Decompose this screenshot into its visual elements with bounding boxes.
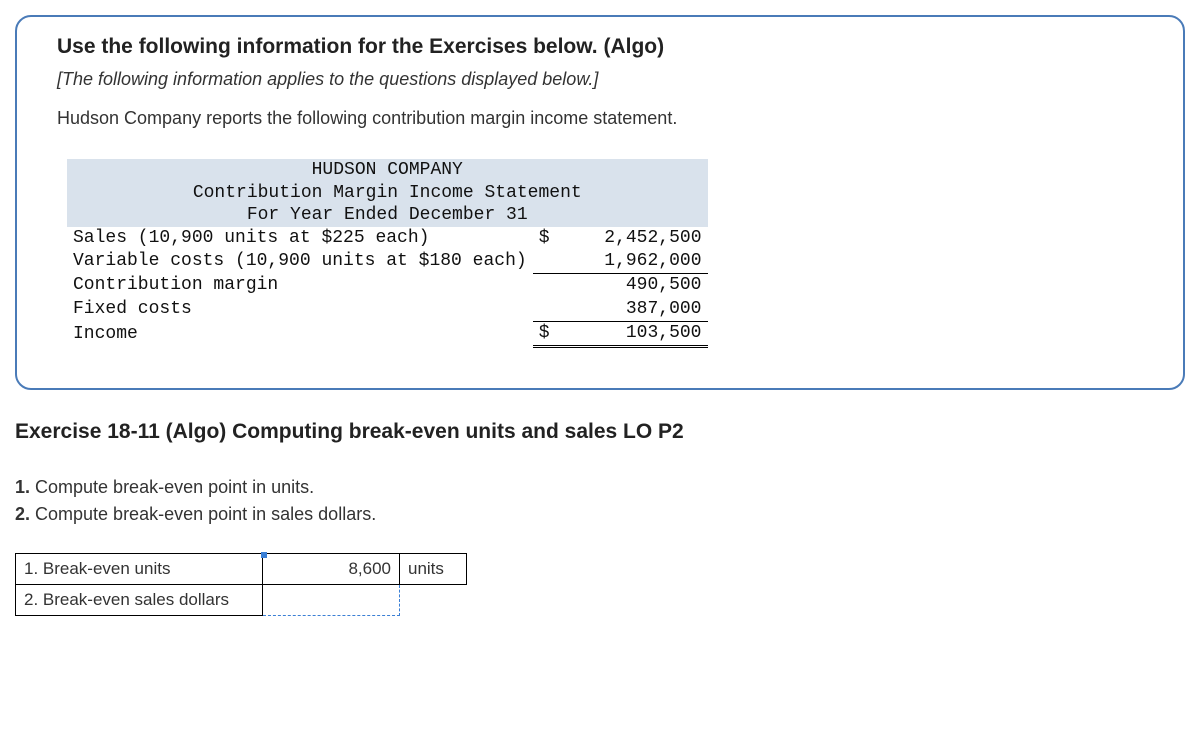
row-amount: 2,452,500 <box>556 227 708 250</box>
answer-row1-value: 8,600 <box>348 559 391 578</box>
answer-row2-label: 2. Break-even sales dollars <box>16 585 263 616</box>
break-even-units-input[interactable]: 8,600 <box>263 554 400 585</box>
table-row: Income $ 103,500 <box>67 322 708 347</box>
row-amount: 1,962,000 <box>556 250 708 274</box>
row-label: Variable costs (10,900 units at $180 eac… <box>67 250 533 274</box>
info-heading: Use the following information for the Ex… <box>57 35 1143 59</box>
statement-header-line3: For Year Ended December 31 <box>67 204 708 227</box>
answer-row1-unit: units <box>400 554 467 585</box>
income-statement-table: HUDSON COMPANY Contribution Margin Incom… <box>67 159 708 348</box>
q1-text: Compute break-even point in units. <box>30 477 314 497</box>
q1-number: 1. <box>15 477 30 497</box>
exercise-title: Exercise 18-11 (Algo) Computing break-ev… <box>15 420 1185 444</box>
cell-handle-icon <box>261 552 267 558</box>
row-label: Contribution margin <box>67 274 533 298</box>
row-dollar <box>533 298 556 322</box>
table-row: Variable costs (10,900 units at $180 eac… <box>67 250 708 274</box>
row-dollar: $ <box>533 227 556 250</box>
answer-row-2: 2. Break-even sales dollars <box>16 585 467 616</box>
table-row: Fixed costs 387,000 <box>67 298 708 322</box>
row-amount: 387,000 <box>556 298 708 322</box>
row-dollar <box>533 250 556 274</box>
info-box: Use the following information for the Ex… <box>15 15 1185 390</box>
row-dollar: $ <box>533 322 556 347</box>
row-label: Income <box>67 322 533 347</box>
row-dollar <box>533 274 556 298</box>
q2-text: Compute break-even point in sales dollar… <box>30 504 376 524</box>
question-1: 1. Compute break-even point in units. <box>15 474 1185 501</box>
statement-header-line2: Contribution Margin Income Statement <box>67 182 708 205</box>
answer-row1-label: 1. Break-even units <box>16 554 263 585</box>
table-row: Contribution margin 490,500 <box>67 274 708 298</box>
q2-number: 2. <box>15 504 30 524</box>
answer-table: 1. Break-even units 8,600 units 2. Break… <box>15 553 467 616</box>
question-list: 1. Compute break-even point in units. 2.… <box>15 474 1185 528</box>
row-label: Fixed costs <box>67 298 533 322</box>
break-even-sales-input[interactable] <box>263 585 400 616</box>
row-amount: 490,500 <box>556 274 708 298</box>
statement-header-line1: HUDSON COMPANY <box>67 159 708 182</box>
answer-row2-unit <box>400 585 467 616</box>
answer-row-1: 1. Break-even units 8,600 units <box>16 554 467 585</box>
info-subheading: [The following information applies to th… <box>57 69 1143 90</box>
info-body: Hudson Company reports the following con… <box>57 108 1143 129</box>
row-amount: 103,500 <box>556 322 708 347</box>
row-label: Sales (10,900 units at $225 each) <box>67 227 533 250</box>
question-2: 2. Compute break-even point in sales dol… <box>15 501 1185 528</box>
table-row: Sales (10,900 units at $225 each) $ 2,45… <box>67 227 708 250</box>
